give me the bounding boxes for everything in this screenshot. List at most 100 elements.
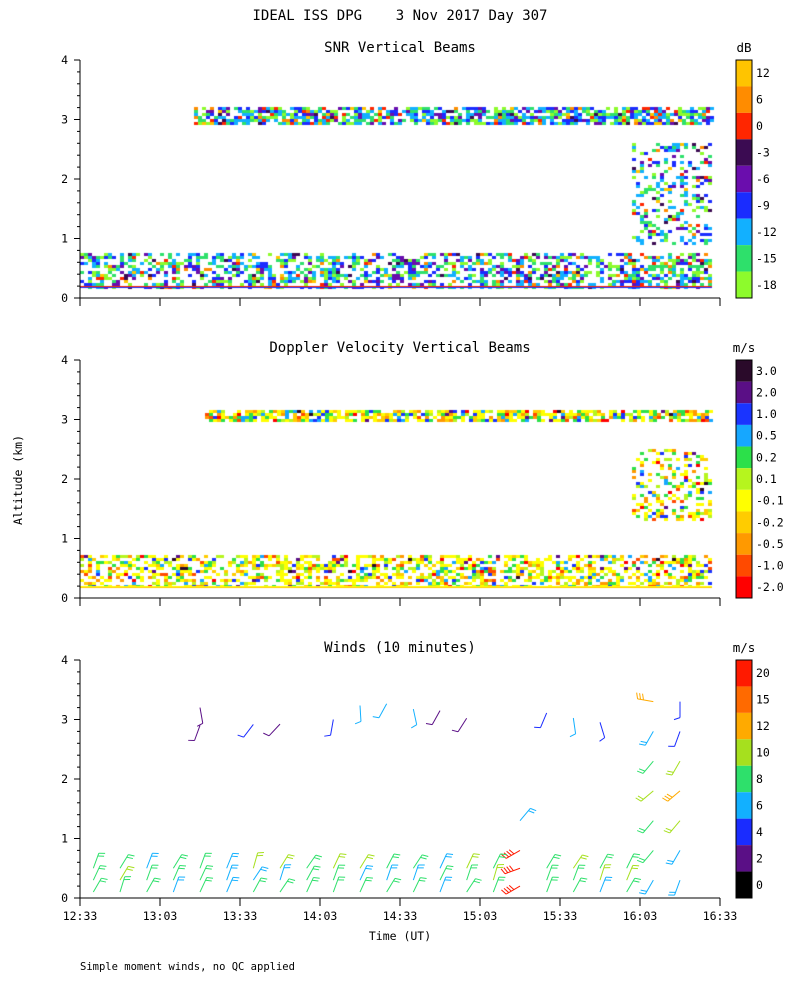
wind-barb-flag	[180, 856, 187, 860]
wind-barb	[425, 710, 441, 726]
wind-barb	[146, 877, 161, 893]
wind-barb-flag	[508, 885, 515, 890]
wind-barb	[279, 854, 295, 869]
snr-data-layer	[80, 60, 720, 299]
snr-colorbar-label: 6	[756, 93, 763, 107]
wind-barb	[199, 877, 214, 893]
wind-barb-flag	[472, 855, 479, 858]
velocity-ytick-label: 4	[61, 353, 68, 367]
wind-barb-staff	[359, 854, 369, 869]
velocity-colorbar-swatch	[736, 468, 752, 490]
wind-barb-staff	[466, 878, 476, 893]
wind-barb-flag	[425, 722, 433, 726]
wind-barb-staff	[199, 853, 206, 869]
wind-barb	[599, 853, 614, 869]
wind-barb-staff	[92, 877, 102, 893]
snr-colorbar-swatch	[736, 271, 752, 298]
wind-barb-staff	[546, 854, 556, 869]
winds-ytick-label: 2	[61, 772, 68, 786]
wind-barb-staff	[572, 854, 583, 869]
winds-colorbar-swatch	[736, 845, 752, 872]
velocity-colorbar-swatch	[736, 424, 752, 447]
wind-barb-flag	[635, 797, 642, 802]
wind-barb	[412, 854, 429, 869]
wind-barb-staff	[637, 698, 654, 703]
wind-barb-flag	[262, 866, 269, 869]
wind-barb-staff	[439, 853, 448, 869]
wind-barb-flag	[451, 729, 459, 733]
velocity-colorbar-swatch	[736, 360, 752, 382]
wind-barb-flag	[607, 853, 614, 856]
velocity-axes: 0 1 2 3 4	[61, 353, 721, 606]
wind-barb	[226, 864, 239, 881]
wind-barb	[306, 877, 320, 893]
wind-barb-flag	[154, 877, 161, 880]
winds-colorbar-swatch	[736, 792, 752, 819]
wind-barb-flag	[499, 856, 506, 858]
wind-barb-flag	[530, 807, 537, 812]
winds-colorbar-label: 6	[756, 798, 763, 812]
wind-barb-flag	[394, 877, 402, 881]
wind-barb	[199, 865, 214, 881]
xtick-label: 16:33	[703, 909, 738, 923]
wind-barb	[324, 719, 334, 737]
wind-barb-staff	[359, 877, 368, 893]
wind-barb-flag	[411, 724, 417, 729]
wind-barb	[92, 852, 106, 869]
wind-barb	[252, 866, 269, 881]
wind-barb	[569, 717, 577, 738]
xtick-label: 12:33	[63, 909, 98, 923]
wind-barb	[665, 760, 681, 776]
wind-barb-flag	[506, 866, 511, 872]
winds-colorbar-label: 0	[756, 878, 763, 892]
wind-barb-flag	[354, 720, 362, 725]
velocity-colorbar-label: 0.5	[756, 429, 777, 443]
wind-barb	[636, 850, 654, 864]
velocity-colorbar-label: 0.1	[756, 472, 777, 486]
wind-barb	[196, 707, 204, 727]
wind-barb-flag	[640, 889, 647, 892]
velocity-colorbar-swatch	[736, 511, 752, 534]
velocity-colorbar-unit: m/s	[733, 340, 756, 355]
wind-barb	[451, 717, 468, 733]
wind-barb	[226, 876, 240, 893]
wind-barb	[665, 850, 681, 865]
wind-barb-flag	[365, 879, 372, 882]
wind-barb-flag	[420, 877, 427, 879]
winds-colorbar-swatch	[736, 712, 752, 740]
wind-barb-flag	[315, 854, 322, 858]
wind-barb-staff	[386, 878, 396, 893]
wind-barb-flag	[126, 868, 133, 871]
wind-barb-flag	[447, 865, 454, 868]
snr-colorbar-swatch	[736, 218, 752, 246]
wind-barb	[146, 864, 159, 881]
wind-barb-staff	[412, 708, 418, 725]
wind-barb-flag	[312, 879, 319, 882]
velocity-title: Doppler Velocity Vertical Beams	[269, 340, 530, 356]
xtick-label: 15:03	[463, 909, 498, 923]
wind-barb	[663, 820, 681, 834]
velocity-heatmap-image	[80, 360, 720, 598]
wind-barb	[639, 879, 654, 895]
wind-barb-staff	[669, 820, 681, 834]
wind-barb-flag	[233, 876, 240, 879]
winds-colorbar-label: 20	[756, 666, 770, 680]
wind-barb-staff	[674, 879, 681, 896]
snr-ytick-label: 4	[61, 53, 68, 67]
wind-barb-staff	[92, 853, 100, 869]
snr-colorbar-swatch	[736, 139, 752, 166]
wind-barb-staff	[539, 712, 548, 728]
velocity-ytick-label: 0	[61, 591, 68, 605]
snr-colorbar-label: 0	[756, 119, 763, 133]
wind-barb-flag	[582, 854, 589, 858]
wind-barb-flag	[98, 867, 106, 870]
snr-colorbar: dB 12 6 0 -3 -6 -9 -12 -15 -18	[735, 40, 777, 299]
wind-barb-flag	[638, 857, 646, 861]
wind-barb-flag	[665, 862, 673, 865]
wind-barb-flag	[324, 734, 331, 737]
wind-barb-flag	[634, 877, 642, 881]
wind-barb	[501, 885, 521, 895]
wind-barb-flag	[500, 868, 506, 875]
wind-barb-flag	[446, 853, 454, 855]
wind-barb	[359, 865, 374, 881]
